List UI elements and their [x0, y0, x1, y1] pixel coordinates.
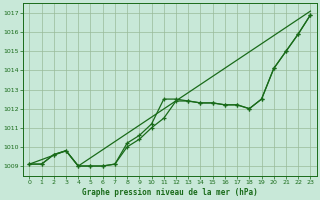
X-axis label: Graphe pression niveau de la mer (hPa): Graphe pression niveau de la mer (hPa)	[82, 188, 258, 197]
